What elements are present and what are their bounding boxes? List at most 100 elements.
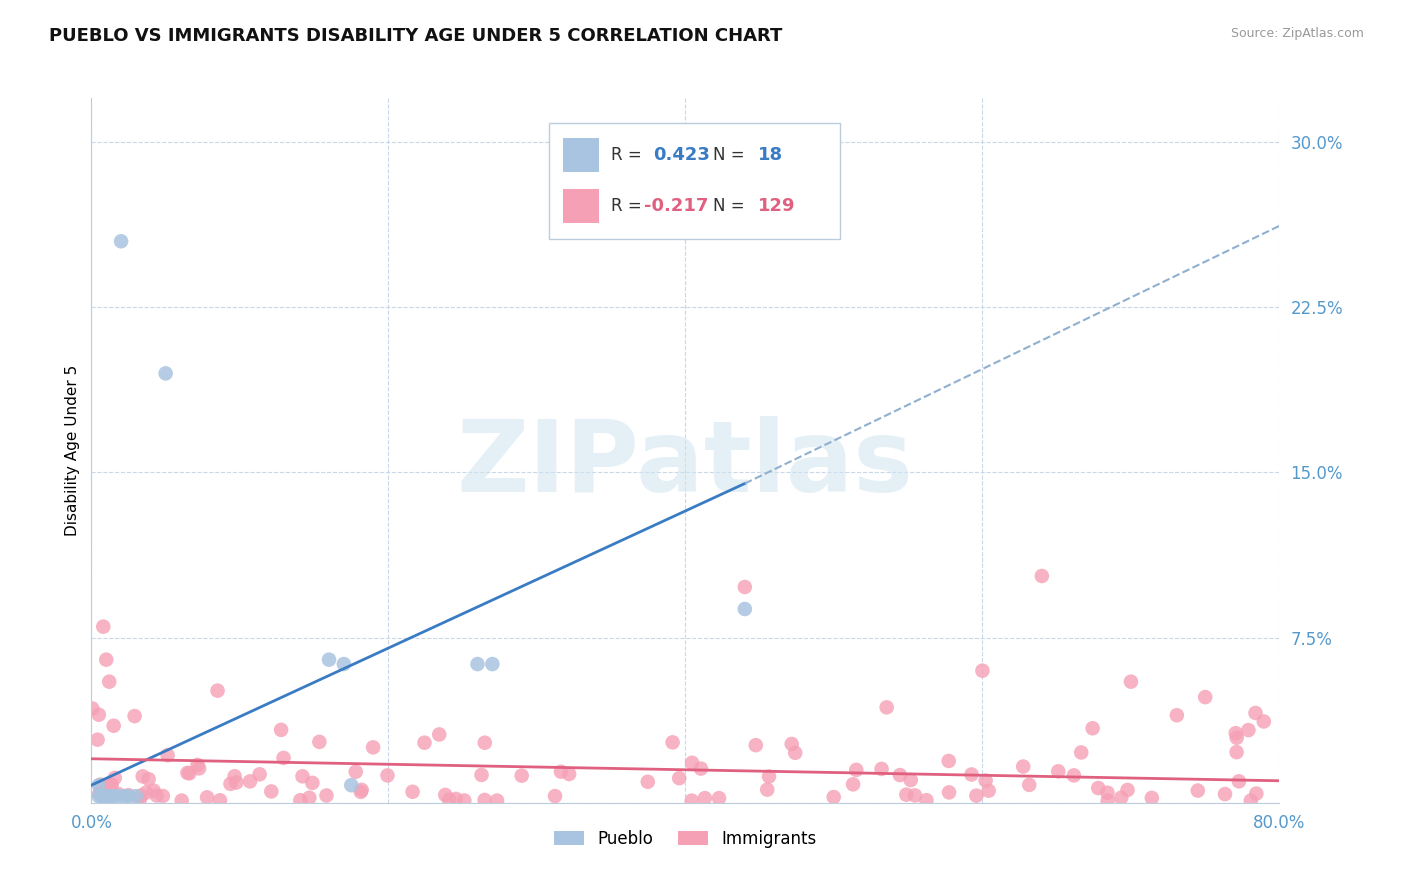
Point — [112, 789, 135, 804]
Point — [87, 707, 110, 722]
FancyBboxPatch shape — [562, 137, 599, 171]
Point — [98, 674, 121, 689]
Point — [467, 657, 489, 671]
Point — [117, 789, 139, 804]
Point — [1047, 764, 1070, 779]
Point — [1063, 768, 1085, 782]
Point — [98, 789, 121, 804]
Point — [972, 664, 994, 678]
Point — [225, 775, 247, 789]
Text: ZIPatlas: ZIPatlas — [457, 416, 914, 513]
Point — [89, 787, 111, 801]
Point — [1194, 690, 1216, 705]
Point — [1070, 746, 1092, 760]
Point — [207, 683, 229, 698]
Point — [900, 773, 922, 788]
Point — [128, 794, 150, 808]
Point — [896, 788, 918, 802]
Point — [1225, 726, 1247, 740]
Point — [170, 794, 193, 808]
Point — [152, 789, 174, 803]
Text: 18: 18 — [758, 145, 783, 164]
Point — [544, 789, 567, 803]
Text: Source: ZipAtlas.com: Source: ZipAtlas.com — [1230, 27, 1364, 40]
Point — [87, 789, 110, 804]
Point — [785, 746, 807, 760]
Point — [938, 754, 960, 768]
Point — [1119, 674, 1142, 689]
Point — [977, 783, 1000, 797]
Point — [1097, 794, 1119, 808]
Point — [1087, 780, 1109, 795]
Point — [110, 234, 132, 248]
Point — [681, 756, 703, 770]
Point — [350, 785, 373, 799]
Point — [960, 767, 983, 781]
Text: 129: 129 — [758, 197, 796, 215]
FancyBboxPatch shape — [548, 123, 839, 239]
Point — [474, 793, 496, 807]
Point — [904, 789, 927, 803]
Text: R =: R = — [610, 145, 647, 164]
Point — [142, 783, 165, 797]
Point — [188, 761, 211, 775]
Text: 0.423: 0.423 — [654, 145, 710, 164]
Point — [308, 735, 330, 749]
Point — [260, 784, 283, 798]
Point — [1187, 783, 1209, 797]
Point — [1116, 783, 1139, 797]
Point — [155, 367, 177, 381]
Text: N =: N = — [713, 145, 749, 164]
Point — [377, 768, 399, 782]
Point — [434, 788, 457, 802]
Point — [889, 768, 911, 782]
Point — [290, 793, 312, 807]
Point — [1081, 721, 1104, 735]
Point — [444, 792, 467, 806]
Point — [965, 789, 987, 803]
Point — [156, 748, 179, 763]
Point — [333, 657, 356, 671]
Point — [100, 778, 122, 792]
Point — [224, 769, 246, 783]
Point — [179, 766, 201, 780]
Point — [82, 701, 104, 715]
Point — [91, 619, 114, 633]
Point — [145, 789, 167, 803]
Point — [845, 763, 868, 777]
Point — [97, 791, 120, 805]
Point — [90, 778, 112, 792]
Point — [707, 791, 730, 805]
Point — [96, 789, 118, 804]
Point — [1166, 708, 1188, 723]
Point — [93, 789, 115, 803]
Point — [195, 790, 218, 805]
Point — [510, 769, 533, 783]
Point — [1226, 731, 1249, 745]
Point — [107, 787, 129, 801]
Point — [1097, 786, 1119, 800]
FancyBboxPatch shape — [562, 189, 599, 223]
Point — [758, 769, 780, 783]
Point — [401, 785, 423, 799]
Point — [104, 771, 127, 785]
Point — [100, 777, 122, 791]
Point — [693, 791, 716, 805]
Point — [915, 793, 938, 807]
Point — [1012, 759, 1035, 773]
Point — [270, 723, 292, 737]
Point — [103, 719, 125, 733]
Point — [350, 783, 373, 797]
Point — [734, 580, 756, 594]
Point — [239, 774, 262, 789]
Point — [1244, 706, 1267, 720]
Point — [1237, 723, 1260, 737]
Point — [1227, 774, 1250, 789]
Text: -0.217: -0.217 — [644, 197, 709, 215]
Text: R =: R = — [610, 197, 647, 215]
Point — [690, 762, 713, 776]
Point — [842, 777, 865, 791]
Point — [734, 602, 756, 616]
Point — [413, 736, 436, 750]
Point — [298, 790, 321, 805]
